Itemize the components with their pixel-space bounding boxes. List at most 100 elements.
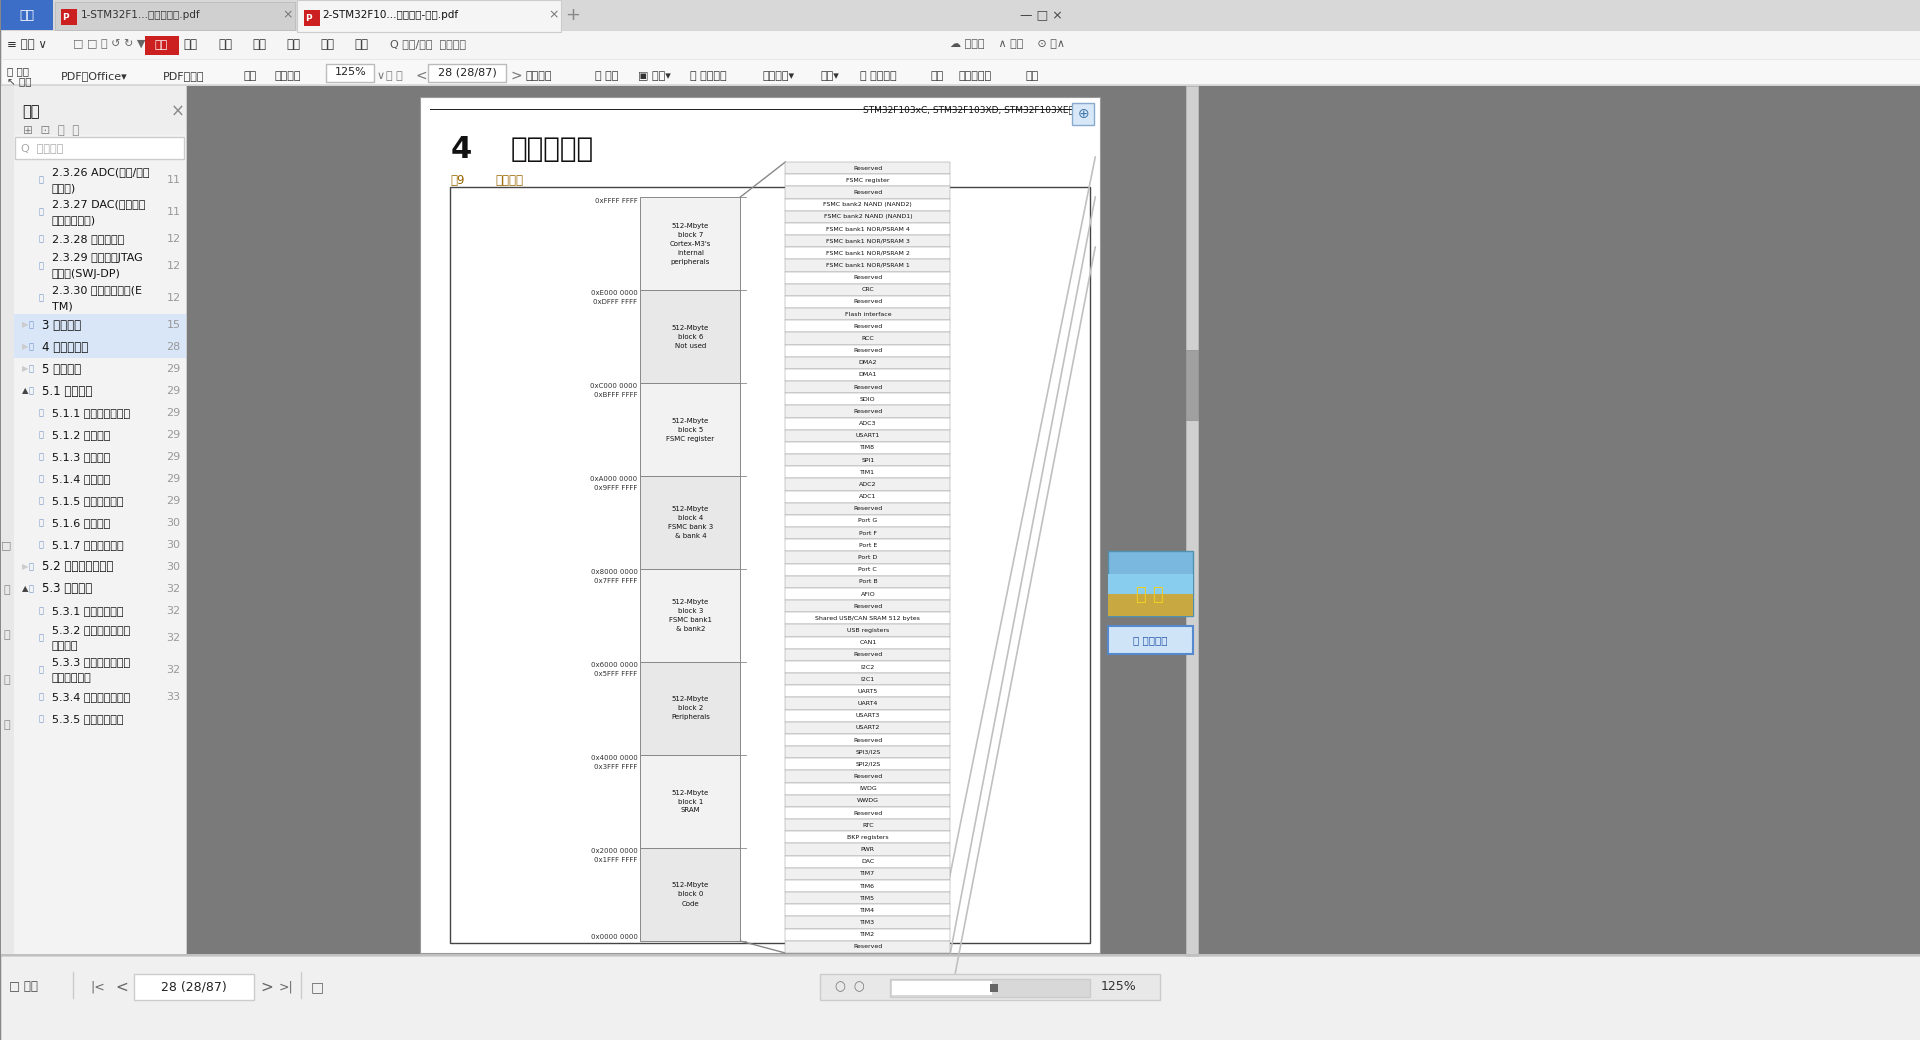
Text: ▶: ▶ [21, 342, 29, 352]
Bar [0, 30, 1920, 59]
Bar [303, 10, 319, 26]
Bar [785, 649, 950, 661]
Text: 开始: 开始 [156, 40, 169, 50]
Bar [1187, 350, 1198, 420]
Text: >|: >| [278, 981, 294, 993]
Text: 512-Mbyte: 512-Mbyte [672, 223, 708, 229]
Bar [785, 199, 950, 211]
Bar [785, 186, 950, 199]
Bar [785, 417, 950, 430]
Bar [785, 491, 950, 502]
Text: 转换器): 转换器) [52, 183, 75, 193]
Text: 阅读模式: 阅读模式 [275, 71, 301, 81]
Bar [0, 0, 52, 30]
Text: ▣ 双页▾: ▣ 双页▾ [639, 71, 672, 81]
Bar [785, 783, 950, 795]
Text: ○  ○: ○ ○ [835, 981, 866, 993]
Text: block 5: block 5 [678, 426, 703, 433]
Text: 5.3.4 内置的参照电压: 5.3.4 内置的参照电压 [52, 692, 131, 702]
Text: SRAM: SRAM [680, 807, 701, 813]
Text: 512-Mbyte: 512-Mbyte [672, 417, 708, 423]
Text: Port C: Port C [858, 567, 877, 572]
Bar [785, 259, 950, 271]
Text: Reserved: Reserved [852, 300, 883, 305]
Text: FSMC bank 3: FSMC bank 3 [668, 524, 712, 530]
Text: <: < [115, 980, 129, 994]
Text: Cortex-M3's: Cortex-M3's [670, 240, 710, 246]
Text: 🔖: 🔖 [38, 714, 44, 724]
Bar [785, 905, 950, 916]
Bar [785, 661, 950, 673]
Text: 🔖: 🔖 [29, 387, 33, 395]
Text: 12: 12 [167, 293, 180, 303]
Text: TIM5: TIM5 [860, 895, 876, 901]
Text: ∨: ∨ [376, 71, 384, 81]
Text: TM): TM) [52, 301, 73, 311]
Text: block 3: block 3 [678, 608, 703, 614]
Text: 🔗 拖动上传: 🔗 拖动上传 [1133, 635, 1167, 645]
Text: 存储器映像: 存储器映像 [511, 135, 593, 163]
Text: Flash interface: Flash interface [845, 312, 891, 316]
Text: 29: 29 [167, 364, 180, 374]
Bar [785, 211, 950, 223]
Bar [641, 476, 741, 569]
Text: 29: 29 [167, 430, 180, 440]
Text: ✋ 手型: ✋ 手型 [6, 66, 29, 76]
Bar [428, 64, 507, 82]
Text: 512-Mbyte: 512-Mbyte [672, 789, 708, 796]
Text: 🔖: 🔖 [38, 409, 44, 417]
Bar [54, 2, 294, 30]
Text: 🔖: 🔖 [38, 431, 44, 440]
Text: FSMC bank1 NOR/PSRAM 1: FSMC bank1 NOR/PSRAM 1 [826, 263, 910, 268]
Bar [785, 600, 950, 613]
Bar [13, 314, 186, 336]
Text: DMA1: DMA1 [858, 372, 877, 378]
Bar [785, 673, 950, 685]
Bar [61, 9, 77, 25]
Text: FSMC bank1 NOR/PSRAM 2: FSMC bank1 NOR/PSRAM 2 [826, 251, 910, 256]
Text: 自动滚动▾: 自动滚动▾ [762, 71, 795, 81]
Bar [785, 795, 950, 807]
Bar [785, 502, 950, 515]
Text: 2-STM32F10...参考手册-中文.pdf: 2-STM32F10...参考手册-中文.pdf [323, 10, 459, 20]
Bar [0, 954, 1920, 956]
Text: ×: × [171, 103, 184, 121]
Text: 🔖: 🔖 [38, 541, 44, 549]
Bar [785, 540, 950, 551]
Text: 片 连续阅读: 片 连续阅读 [691, 71, 728, 81]
Text: 🔖: 🔖 [29, 320, 33, 330]
Text: 2.3.27 DAC(数字至模: 2.3.27 DAC(数字至模 [52, 199, 144, 209]
Text: 🔖: 🔖 [38, 474, 44, 484]
Text: 书签: 书签 [23, 104, 40, 120]
Text: 5.1 测试条件: 5.1 测试条件 [42, 385, 92, 397]
Text: 0xFFFF FFFF: 0xFFFF FFFF [595, 198, 637, 204]
Text: 2.3.29 串行单线JTAG: 2.3.29 串行单线JTAG [52, 253, 142, 263]
Bar [785, 162, 950, 174]
Bar [785, 369, 950, 381]
Text: 29: 29 [167, 386, 180, 396]
Text: 5.3 工作条件: 5.3 工作条件 [42, 582, 92, 596]
Text: — □ ×: — □ × [1020, 8, 1064, 22]
Bar [15, 137, 184, 159]
Text: ▶: ▶ [21, 563, 29, 572]
Bar [785, 758, 950, 771]
Text: >: > [511, 69, 522, 83]
Text: 2.3.28 温度传感器: 2.3.28 温度传感器 [52, 234, 123, 244]
Text: 32: 32 [167, 584, 180, 594]
Text: Reserved: Reserved [852, 652, 883, 657]
Text: P: P [63, 12, 69, 22]
Text: 0x9FFF FFFF: 0x9FFF FFFF [593, 485, 637, 491]
Text: 4 存储器映像: 4 存储器映像 [42, 340, 88, 354]
Text: ▲: ▲ [21, 387, 29, 395]
Bar [1108, 574, 1192, 616]
Text: 512-Mbyte: 512-Mbyte [672, 697, 708, 702]
Text: ×: × [282, 8, 294, 22]
Bar [451, 187, 1091, 943]
Text: 0xDFFF FFFF: 0xDFFF FFFF [593, 300, 637, 305]
Text: ADC2: ADC2 [858, 482, 877, 487]
Bar [641, 197, 741, 290]
Text: CAN1: CAN1 [860, 641, 876, 645]
Text: ×: × [549, 8, 559, 22]
Text: 🔖: 🔖 [29, 584, 33, 594]
Text: Q 查找/替换  文档方字: Q 查找/替换 文档方字 [390, 40, 467, 49]
